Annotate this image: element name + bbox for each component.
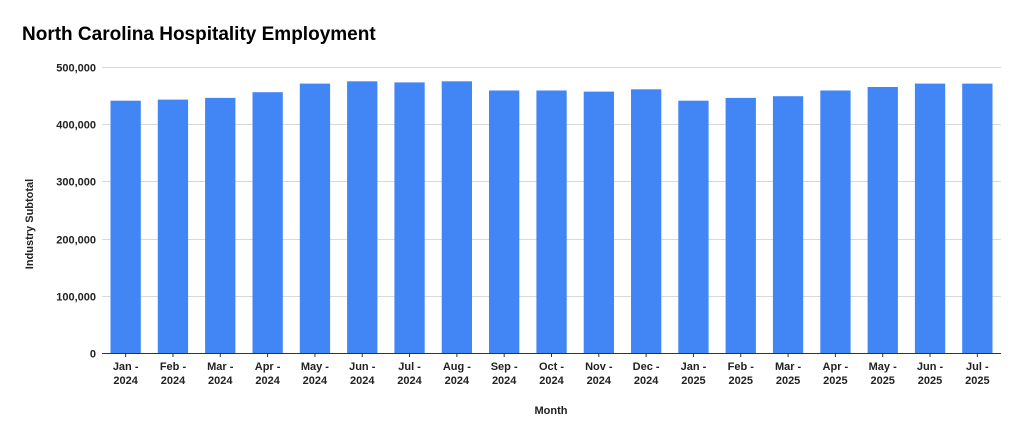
- y-axis-ticks: 0 100,000 200,000 300,000 400,000 500,000: [56, 63, 96, 361]
- bar: [394, 82, 425, 354]
- bar: [678, 100, 709, 353]
- x-tick-label: Feb -2024: [160, 361, 187, 387]
- x-tick-label: Apr -2024: [255, 361, 281, 387]
- bar: [820, 90, 851, 353]
- x-tick-label: May -2025: [869, 361, 897, 387]
- x-axis-label: Month: [535, 405, 568, 417]
- x-tick-label: Jul -2025: [965, 361, 989, 387]
- x-tick-label: Aug -2024: [443, 361, 471, 387]
- bar: [867, 87, 898, 353]
- bar: [347, 81, 378, 354]
- bar: [110, 100, 141, 353]
- bar: [489, 90, 520, 353]
- y-tick-label: 400,000: [56, 120, 96, 132]
- x-tick-label: Nov -2024: [585, 361, 613, 387]
- x-tick-label: Jan -2024: [113, 361, 139, 387]
- y-axis-label: Industry Subtotal: [24, 179, 36, 269]
- x-tick-label: Dec -2024: [633, 361, 660, 387]
- bar: [299, 83, 331, 353]
- x-axis-ticks: Jan -2024 Feb -2024 Mar -2024 Apr -2024 May …: [113, 353, 990, 387]
- x-tick-label: Jul -2024: [397, 361, 422, 387]
- bars: [110, 81, 993, 354]
- x-tick-label: Apr -2025: [823, 361, 849, 387]
- bar: [631, 89, 662, 354]
- x-tick-label: Mar -2024: [207, 361, 234, 387]
- bar: [536, 90, 567, 353]
- bar: [772, 96, 804, 353]
- x-tick-label: May -2024: [301, 361, 329, 387]
- x-tick-label: Jan -2025: [681, 361, 707, 387]
- y-tick-label: 100,000: [56, 292, 96, 304]
- bar: [962, 83, 993, 353]
- bar: [725, 97, 756, 354]
- x-tick-label: Jun -2025: [917, 361, 944, 387]
- bar: [441, 81, 472, 354]
- y-tick-label: 0: [90, 349, 96, 361]
- bar: [205, 97, 236, 354]
- x-tick-label: Sep -2024: [491, 361, 518, 387]
- x-tick-label: Oct -2024: [539, 361, 565, 387]
- chart-title: North Carolina Hospitality Employment: [22, 24, 376, 45]
- x-tick-label: Feb -2025: [728, 361, 755, 387]
- bar: [914, 83, 946, 353]
- bar: [157, 99, 189, 353]
- y-tick-label: 500,000: [56, 63, 96, 75]
- y-tick-label: 200,000: [56, 235, 96, 247]
- bar: [252, 92, 283, 353]
- x-tick-label: Mar -2025: [775, 361, 802, 387]
- y-tick-label: 300,000: [56, 177, 96, 189]
- bar: [583, 91, 614, 353]
- x-tick-label: Jun -2024: [349, 361, 376, 387]
